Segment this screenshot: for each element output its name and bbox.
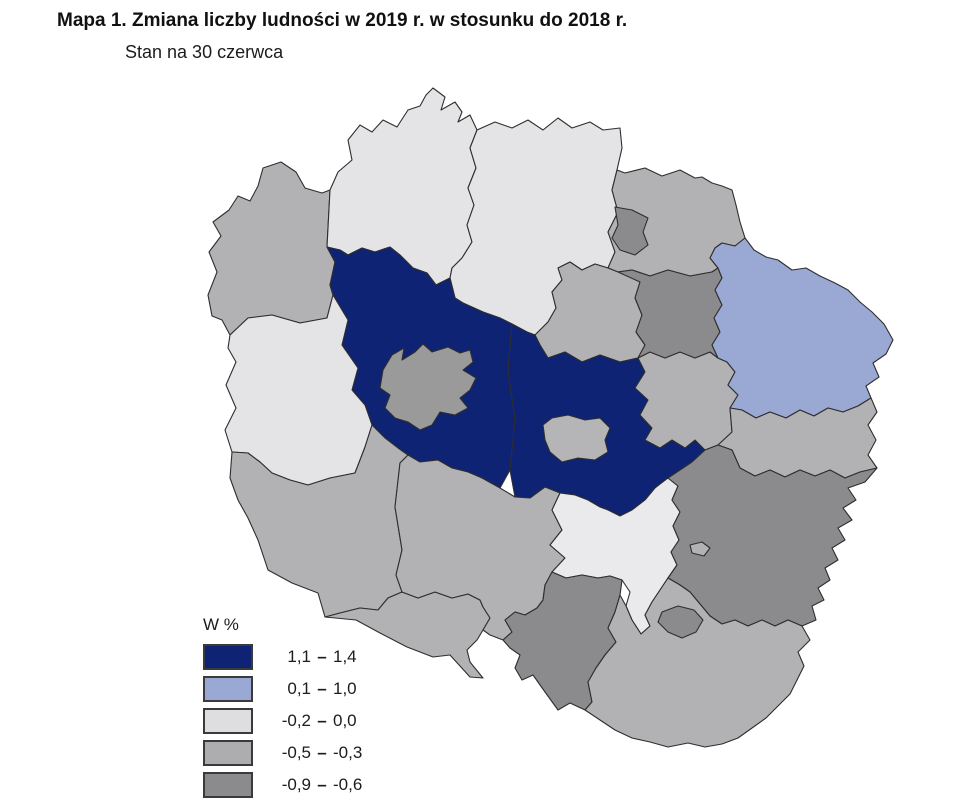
map-region	[709, 237, 894, 419]
legend-swatch	[203, 708, 253, 734]
legend-swatch-rect	[203, 644, 253, 670]
legend-swatch-rect	[203, 676, 253, 702]
legend-swatch-rect	[203, 772, 253, 798]
map-region	[689, 541, 711, 557]
map-region	[611, 206, 649, 256]
map-region	[657, 605, 704, 639]
legend-label: 0,1 – 1,0	[287, 679, 357, 698]
legend-swatch	[203, 644, 253, 670]
legend-label: -0,5 – -0,3	[281, 743, 363, 762]
legend-row: -0,9 – -0,6	[203, 772, 379, 798]
legend-swatch	[203, 676, 253, 702]
legend-row: -0,5 – -0,3	[203, 740, 379, 766]
legend-label: -0,9 – -0,6	[281, 775, 363, 794]
map-subtitle: Stan na 30 czerwca	[125, 42, 284, 62]
legend-row: 1,1 – 1,4	[203, 644, 379, 670]
legend-row: 0,1 – 1,0	[203, 676, 379, 702]
legend-swatch-rect	[203, 708, 253, 734]
map-region	[542, 414, 611, 463]
map-region	[207, 161, 336, 336]
legend-swatch	[203, 740, 253, 766]
map-region	[379, 343, 477, 431]
legend-row: -0,2 – 0,0	[203, 708, 379, 734]
legend-label: -0,2 – 0,0	[281, 711, 357, 730]
legend-header: W %	[203, 615, 239, 634]
map-title: Mapa 1. Zmiana liczby ludności w 2019 r.…	[57, 10, 628, 31]
map-region	[584, 577, 811, 748]
map-region	[667, 444, 878, 627]
map-region	[634, 351, 739, 451]
legend-swatch-rect	[203, 740, 253, 766]
legend-swatch	[203, 772, 253, 798]
map-legend: W % 1,1 – 1,4 0,1 – 1,0	[203, 615, 379, 804]
legend-label: 1,1 – 1,4	[287, 647, 357, 666]
